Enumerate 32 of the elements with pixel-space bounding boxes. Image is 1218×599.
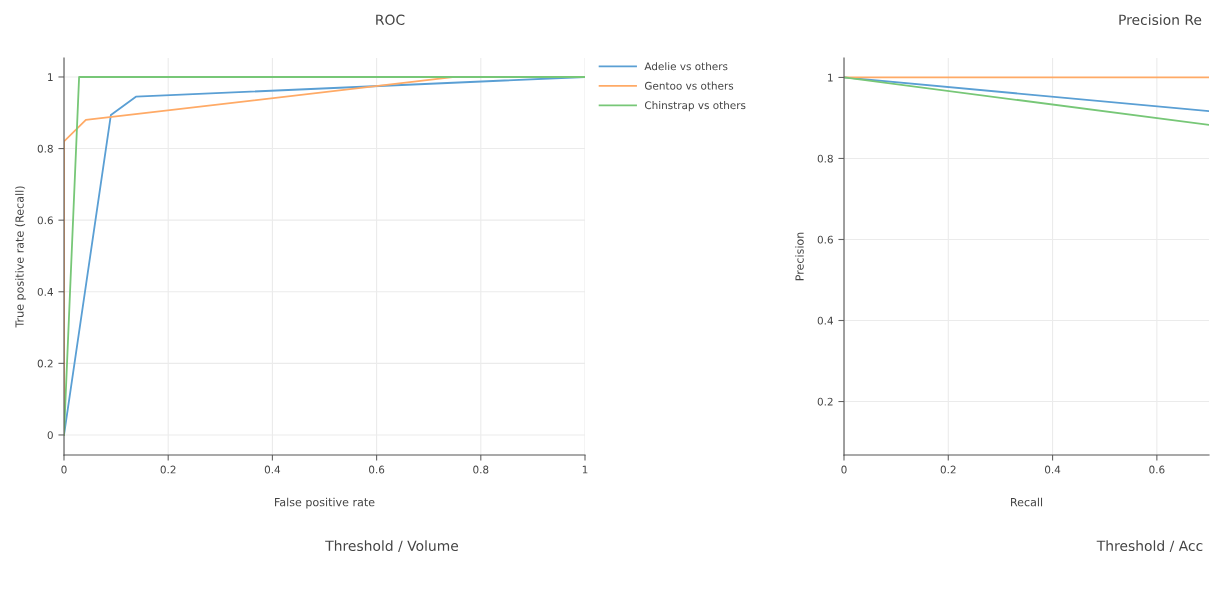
- legend-label: Chinstrap vs others: [644, 101, 746, 112]
- text: Threshold / Acc: [1096, 540, 1203, 553]
- legend-label: Adelie vs others: [644, 62, 728, 71]
- chart-title: ROC: [376, 14, 405, 26]
- x-tick-label: 0.2: [940, 465, 956, 474]
- y-tick-label: 0.4: [817, 316, 833, 325]
- chart-title: Precision Re: [1119, 14, 1202, 26]
- x-tick-label: 0.2: [160, 465, 176, 474]
- x-axis-title: False positive rate: [275, 497, 375, 509]
- y-tick-label: 0.6: [817, 235, 833, 244]
- x-tick-label: 0: [841, 465, 847, 474]
- y-tick-label: 0.8: [37, 144, 53, 153]
- x-tick-label: 0.6: [369, 465, 385, 474]
- y-axis-title: True positive rate (Recall): [15, 186, 26, 328]
- x-tick-label: 0: [61, 465, 67, 474]
- x-axis-title: Recall: [1011, 497, 1043, 507]
- x-tick-label: 0.8: [473, 465, 489, 474]
- y-axis-title: Precision: [795, 232, 804, 281]
- x-tick-label: 0.4: [1044, 465, 1061, 474]
- legend-label: Gentoo vs others: [644, 81, 734, 90]
- y-tick-label: 0.2: [37, 359, 53, 368]
- y-tick-label: 1: [828, 73, 833, 82]
- y-tick-label: 0.4: [37, 287, 53, 296]
- y-tick-label: 1: [48, 73, 53, 81]
- y-tick-label: 0.2: [817, 397, 833, 406]
- x-tick-label: 0.4: [264, 465, 281, 474]
- y-tick-label: 0: [47, 431, 53, 440]
- x-tick-label: 1: [582, 465, 588, 474]
- text: Threshold / Volume: [325, 540, 459, 553]
- y-tick-label: 0.6: [37, 216, 53, 225]
- y-tick-label: 0.8: [817, 154, 833, 163]
- x-tick-label: 0.6: [1149, 465, 1165, 474]
